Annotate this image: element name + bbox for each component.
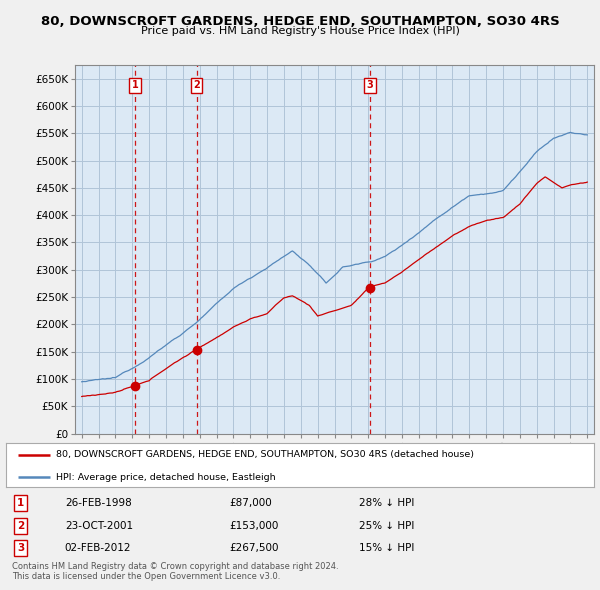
Text: 3: 3	[367, 80, 373, 90]
Text: 23-OCT-2001: 23-OCT-2001	[65, 520, 133, 530]
Text: £153,000: £153,000	[229, 520, 279, 530]
Text: Contains HM Land Registry data © Crown copyright and database right 2024.: Contains HM Land Registry data © Crown c…	[12, 562, 338, 571]
Text: 25% ↓ HPI: 25% ↓ HPI	[359, 520, 414, 530]
Text: HPI: Average price, detached house, Eastleigh: HPI: Average price, detached house, East…	[56, 473, 275, 481]
Text: 80, DOWNSCROFT GARDENS, HEDGE END, SOUTHAMPTON, SO30 4RS (detached house): 80, DOWNSCROFT GARDENS, HEDGE END, SOUTH…	[56, 450, 474, 460]
Text: 1: 1	[131, 80, 138, 90]
Text: 1: 1	[17, 499, 25, 508]
Text: 80, DOWNSCROFT GARDENS, HEDGE END, SOUTHAMPTON, SO30 4RS: 80, DOWNSCROFT GARDENS, HEDGE END, SOUTH…	[41, 15, 559, 28]
Text: £87,000: £87,000	[229, 499, 272, 508]
Text: 26-FEB-1998: 26-FEB-1998	[65, 499, 131, 508]
Text: 3: 3	[17, 543, 25, 553]
Text: This data is licensed under the Open Government Licence v3.0.: This data is licensed under the Open Gov…	[12, 572, 280, 581]
Text: 02-FEB-2012: 02-FEB-2012	[65, 543, 131, 553]
Text: 2: 2	[17, 520, 25, 530]
Text: £267,500: £267,500	[229, 543, 279, 553]
Text: Price paid vs. HM Land Registry's House Price Index (HPI): Price paid vs. HM Land Registry's House …	[140, 26, 460, 36]
Text: 2: 2	[193, 80, 200, 90]
Text: 15% ↓ HPI: 15% ↓ HPI	[359, 543, 414, 553]
Text: 28% ↓ HPI: 28% ↓ HPI	[359, 499, 414, 508]
